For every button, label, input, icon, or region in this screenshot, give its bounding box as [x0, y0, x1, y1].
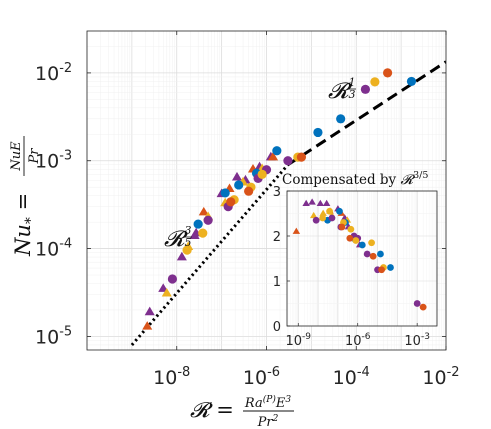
inset-point-circle: [369, 252, 377, 260]
x-tick-label: 10-6: [243, 365, 280, 389]
inset-point-circle: [358, 241, 366, 249]
inset-point-circle: [346, 234, 354, 242]
inset-x-tick-label: 10-3: [404, 332, 430, 349]
inset-point-triangle: [319, 209, 327, 216]
y-axis-label: Nu* = NuE Pr: [9, 136, 42, 257]
data-point-circle: [272, 146, 282, 156]
y-tick-label: 10-3: [35, 149, 72, 173]
data-point-triangle: [231, 171, 243, 181]
y-tick-label: 10-2: [35, 61, 72, 85]
slope-label-3-5: 𝓡: [164, 227, 188, 252]
data-point-circle: [167, 274, 178, 284]
inset-title-text: Compensated by 𝓡3/5: [282, 170, 428, 188]
data-point-circle: [193, 219, 203, 229]
dotted-fit-line: [130, 163, 290, 346]
inset-y-tick-label: 2: [273, 230, 281, 245]
x-label-numerator: Ra(P)E3: [244, 394, 291, 411]
y-tick-label: 10-4: [35, 237, 72, 261]
data-point-circle: [203, 215, 213, 225]
inset-ticks: 10-9 10-6 10-3 0 1 2 3: [273, 185, 430, 349]
x-tick-label: 10-8: [153, 365, 190, 389]
inset-point-triangle: [316, 199, 325, 207]
inset-y-tick-label: 0: [273, 320, 281, 335]
inset-point-circle: [377, 250, 384, 258]
inset-point-circle: [328, 214, 336, 222]
inset-title: Compensated by 𝓡3/5: [282, 170, 428, 188]
slope-annotations: 𝓡 35𝓡 13: [164, 76, 356, 252]
inset-point-circle: [347, 225, 355, 233]
data-point-circle: [182, 245, 192, 255]
inset-point-triangle: [308, 198, 316, 205]
x-tick-label: 10-2: [422, 365, 459, 389]
data-point-circle: [370, 77, 380, 87]
slope-label-1-3-exp-den: 3: [349, 88, 356, 101]
inset-y-tick-label: 1: [273, 275, 281, 290]
inset-point-triangle: [302, 199, 310, 207]
inset-x-tick-label: 10-6: [345, 332, 371, 349]
slope-label-3-5-exp-den: 5: [185, 236, 192, 249]
data-point-triangle: [198, 206, 209, 216]
slope-label-1-3: 𝓡: [328, 79, 352, 104]
slope-label-3-5-exp-num: 3: [185, 224, 192, 237]
data-point-circle: [296, 152, 307, 162]
main-fit-lines: [130, 60, 446, 346]
inset-point-circle: [368, 239, 375, 247]
inset-point-circle: [419, 303, 427, 311]
inset-point-circle: [336, 207, 343, 215]
data-point-circle: [336, 114, 346, 124]
inset-point-triangle: [322, 199, 331, 207]
inset-point-triangle: [309, 211, 318, 219]
y-label-denominator: Pr: [27, 148, 42, 165]
main-points: [142, 68, 417, 330]
data-point-circle: [234, 180, 244, 190]
data-point-circle: [244, 186, 254, 196]
data-point-circle: [313, 127, 323, 138]
y-tick-label: 10-5: [35, 324, 72, 348]
inset-point-circle: [319, 214, 327, 222]
inset-point-circle: [387, 264, 394, 271]
data-point-circle: [220, 188, 230, 198]
data-point-circle: [198, 228, 208, 238]
inset-point-circle: [352, 237, 360, 244]
data-point-circle: [406, 76, 417, 87]
inset-points: [292, 198, 427, 311]
inset-point-circle: [413, 300, 421, 307]
main-ticks: 10-8 10-6 10-4 10-2 10-5 10-4 10-3 10-2: [35, 31, 460, 389]
inset-point-circle: [363, 250, 371, 258]
y-label-group: Nu* = NuE Pr: [9, 136, 42, 257]
data-point-triangle: [142, 321, 153, 330]
data-point-triangle: [176, 251, 187, 261]
x-axis-label: 𝓡 = Ra(P)E3 Pr2: [190, 394, 294, 429]
x-tick-label: 10-4: [333, 365, 370, 389]
y-label-numerator: NuE: [9, 141, 24, 172]
inset-point-circle: [312, 216, 320, 224]
x-label-denominator: Pr2: [257, 414, 279, 429]
data-point-circle: [257, 169, 267, 179]
data-point-circle: [283, 156, 293, 166]
inset-point-circle: [326, 207, 333, 215]
inset-x-tick-label: 10-9: [286, 332, 312, 349]
data-point-circle: [383, 68, 393, 78]
data-point-triangle: [144, 306, 155, 316]
inset-y-tick-label: 3: [273, 185, 281, 200]
data-point-circle: [360, 84, 371, 94]
y-label-symbol: Nu* =: [11, 193, 39, 257]
data-point-triangle: [161, 287, 172, 297]
main-grid: [86, 30, 447, 351]
data-point-triangle: [268, 151, 279, 161]
inset-point-circle: [378, 266, 385, 274]
inset-axes-box: [286, 190, 438, 327]
data-point-circle: [226, 197, 236, 207]
inset-point-triangle: [292, 227, 301, 234]
slope-label-1-3-exp-num: 1: [349, 76, 356, 89]
inset-point-circle: [338, 223, 346, 231]
dashed-fit-line: [287, 60, 446, 167]
x-label-symbol: 𝓡 =: [190, 398, 234, 422]
